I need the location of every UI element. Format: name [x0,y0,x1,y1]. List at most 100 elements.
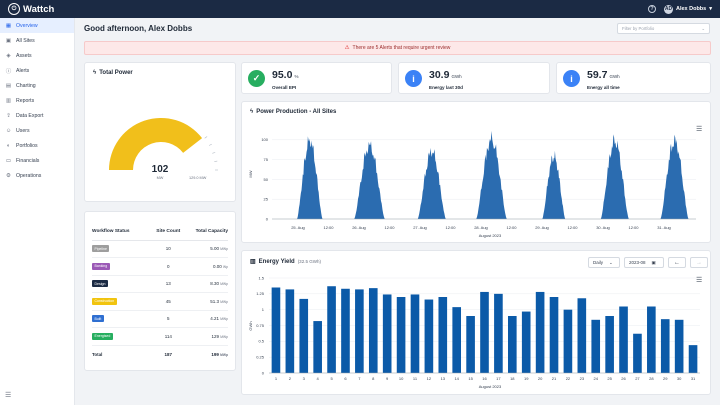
capacity-cell: 8.30 MWp [185,275,228,293]
yield-bar[interactable] [535,291,545,373]
kpi-label: Overall EPI [272,85,297,90]
kpi-value: 95.0% [272,69,298,81]
chart-icon: ▤ [5,82,12,89]
sites-icon: ▣ [5,37,12,44]
kpi-value: 30.9 GWh [429,69,462,81]
capacity-value: 0.00 [213,263,222,269]
capacity-cell: 51.3 MWp [185,292,228,311]
yield-bar[interactable] [494,293,503,373]
chart-menu-icon[interactable]: ☰ [696,126,703,133]
yield-bar[interactable] [466,316,475,373]
yield-bar[interactable] [452,307,462,373]
period-select[interactable]: Daily ⌄ [588,257,620,268]
x-tick-label: 8 [372,376,375,381]
sidebar-item-financials[interactable]: ▭ Financials [0,153,74,168]
operations-icon: ⚙ [6,172,11,179]
sidebar-item-reports[interactable]: ▥ Reports [0,93,74,108]
card-title: ϟ Total Power [93,70,133,76]
status-cell: Built [92,310,142,328]
month-picker[interactable]: 2023-08 ▣ [624,257,664,268]
yield-bar[interactable] [549,297,559,373]
x-tick-label: 26. Aug [352,225,366,230]
portfolio-icon: ◐ [6,142,11,149]
site-count: 45 [141,292,186,311]
yield-bar[interactable] [285,289,295,373]
sidebar-item-charting[interactable]: ▤ Charting [0,78,74,93]
previous-button[interactable]: ← [668,257,686,268]
yield-bar[interactable] [577,298,587,373]
brand-logo[interactable]: ⏻ Wattch [8,3,54,15]
y-tick-label: 0 [262,370,265,375]
capacity-unit: MWp [220,334,228,339]
alert-banner[interactable]: ⚠ There are 5 Alerts that require urgent… [84,41,711,55]
alert-text: There are 5 Alerts that require urgent r… [352,45,451,51]
sidebar-item-alerts[interactable]: ⓘ Alerts [0,63,74,78]
yield-bar[interactable] [368,288,378,373]
capacity-unit: MWp [220,299,228,304]
sidebar-item-data-export[interactable]: ⇪ Data Export [0,108,74,123]
next-button[interactable]: → [690,257,708,268]
yield-bar[interactable] [619,306,628,374]
yield-bar[interactable] [521,311,531,373]
info-icon: i [405,70,422,87]
chart-menu-icon[interactable]: ☰ [696,277,703,284]
user-menu[interactable]: AD Alex Dobbs ▾ [663,4,712,14]
capacity-unit: Wp [223,264,228,269]
yield-total: (32.5 GWh) [297,259,321,264]
yield-bar[interactable] [396,297,406,373]
x-tick-label: 20 [538,376,543,381]
sidebar-item-label: Operations [16,172,42,179]
yield-bar[interactable] [647,306,656,374]
portfolio-filter[interactable]: Filter by Portfolio ⌄ [617,23,710,34]
sidebar-item-all-sites[interactable]: ▣ All Sites [0,33,74,48]
sidebar-item-overview[interactable]: ▦ Overview [0,18,74,33]
yield-bar[interactable] [660,319,670,373]
report-icon: ▥ [5,97,12,104]
power-production-chart: 0 25 50 75 100 MW 25. Aug 12:00 26. Aug 12:00 27. … [248,130,705,238]
yield-bar[interactable] [591,319,601,373]
gauge-tick [204,136,208,139]
yield-bar[interactable] [271,287,281,374]
yield-bar[interactable] [674,319,684,373]
sidebar-item-operations[interactable]: ⚙ Operations [0,168,74,183]
yield-bar[interactable] [410,294,420,373]
x-tick-label: 25. Aug [291,225,305,230]
yield-bar[interactable] [327,286,336,373]
capacity-value: 51.3 [210,298,220,304]
x-tick-label: 29. Aug [535,225,549,230]
help-icon[interactable]: ? [647,5,656,13]
y-tick-label: 0 [266,216,269,221]
yield-bar[interactable] [563,309,573,373]
x-tick-label: 12:00 [323,225,334,230]
capacity-cell: 129 MWp [185,327,228,346]
yield-bar[interactable] [341,288,350,373]
yield-bar[interactable] [299,298,309,373]
sidebar-item-label: Financials [16,157,40,164]
x-tick-label: 30. Aug [596,225,610,230]
sidebar-item-label: Users [16,127,30,134]
x-tick-label: 12:00 [445,225,456,230]
logo-icon: ⏻ [8,3,20,15]
total-capacity-value: 199 [211,351,219,357]
x-tick-label: 28. Aug [474,225,488,230]
sidebar-item-users[interactable]: ☺ Users [0,123,74,138]
sidebar-item-assets[interactable]: ◈ Assets [0,48,74,63]
yield-bar[interactable] [355,289,364,373]
yield-bar[interactable] [688,345,698,373]
yield-bar[interactable] [438,297,448,373]
yield-bar[interactable] [424,299,434,373]
yield-bar[interactable] [382,294,392,373]
energy-yield-card: ▥ Energy Yield (32.5 GWh) Daily ⌄ 2023-0… [241,250,711,395]
yield-bar[interactable] [313,321,322,373]
status-badge: Construction [92,297,117,305]
kpi-unit: GWh [609,74,620,79]
yield-bar[interactable] [633,333,642,373]
site-count: 114 [141,327,186,346]
x-axis-label: August 2023 [479,384,502,389]
yield-bar[interactable] [507,316,517,373]
yield-bar[interactable] [480,291,489,373]
bolt-icon: ϟ [250,109,254,115]
sidebar-item-portfolios[interactable]: ◐ Portfolios [0,138,74,153]
yield-bar[interactable] [605,316,614,373]
collapse-menu-icon[interactable]: ☰ [5,392,12,399]
